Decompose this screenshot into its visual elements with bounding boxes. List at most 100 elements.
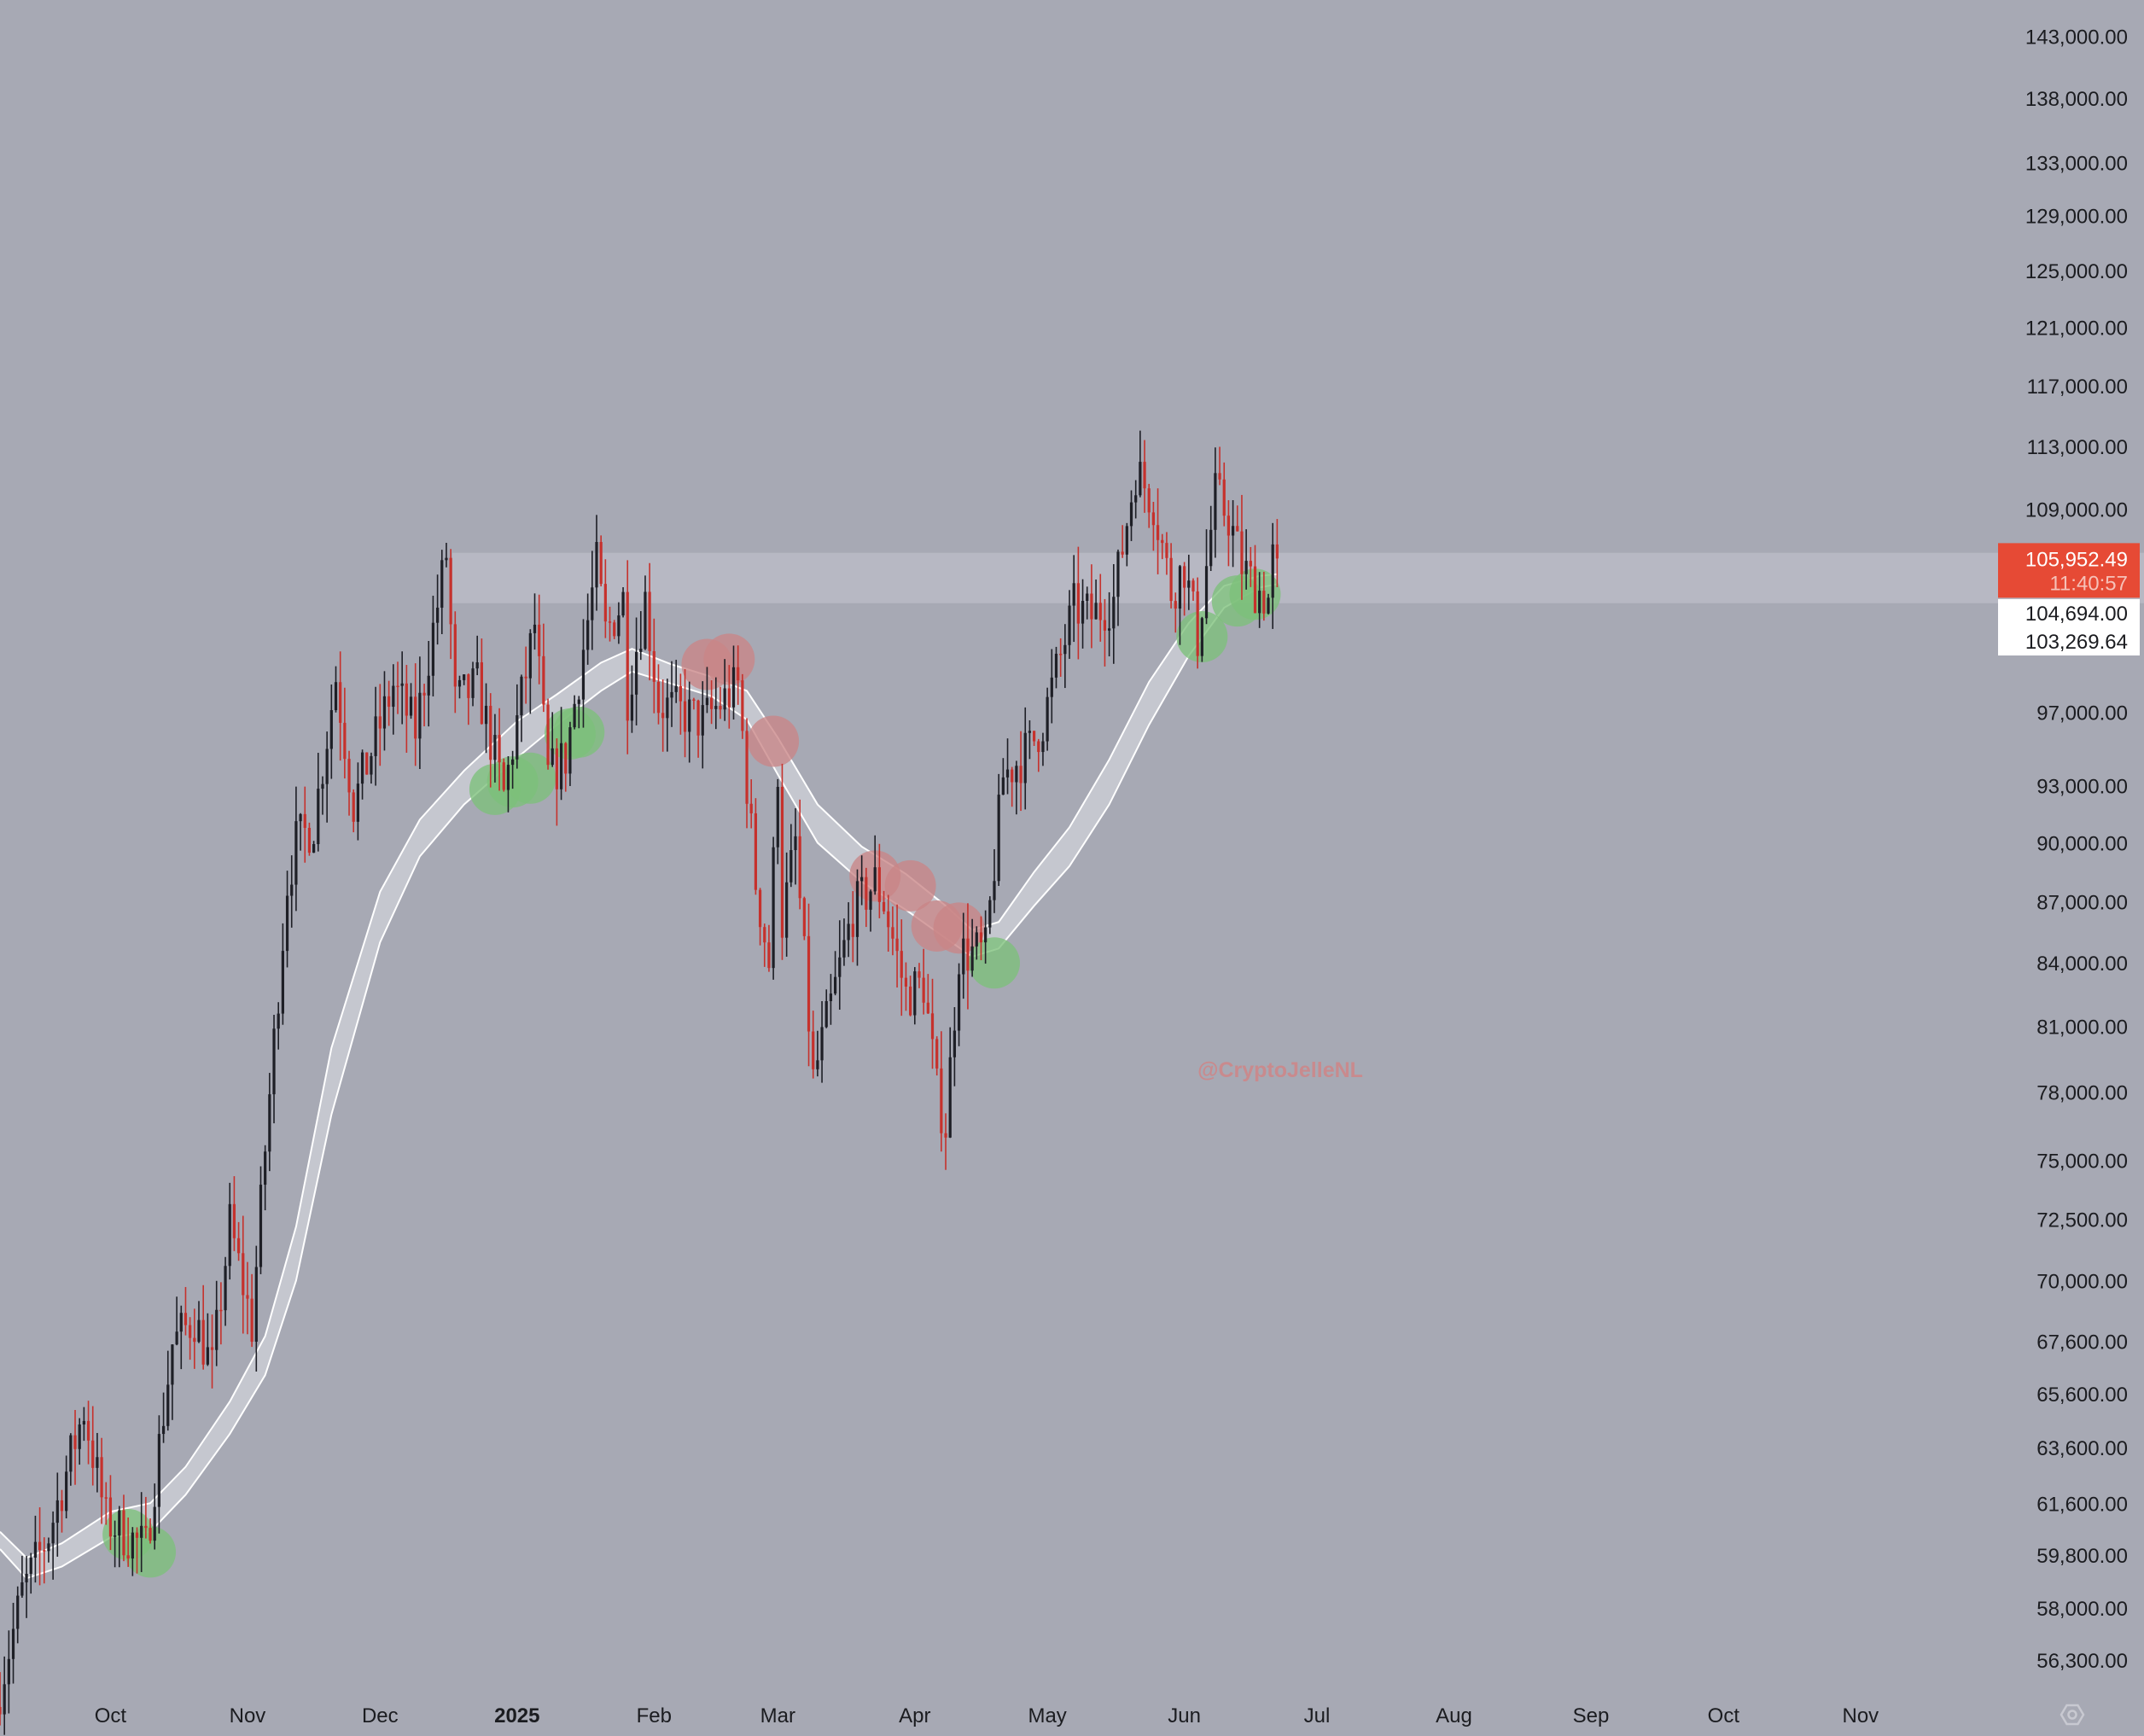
candle-body: [1005, 769, 1010, 778]
candle: [997, 773, 1000, 887]
candle: [409, 683, 413, 719]
candle-body: [82, 1420, 85, 1425]
candle-body: [648, 591, 651, 651]
candle: [114, 1520, 117, 1568]
candle: [1108, 591, 1111, 657]
candle-body: [1037, 741, 1040, 753]
candle: [1005, 738, 1010, 795]
candle: [440, 550, 444, 635]
candle-body: [91, 1440, 95, 1468]
candle-body: [206, 1347, 209, 1365]
candle-body: [595, 542, 598, 588]
candle: [405, 665, 408, 753]
candle: [1191, 578, 1195, 601]
candle-body: [86, 1420, 90, 1441]
candle-body: [144, 1525, 148, 1529]
candle-body: [96, 1457, 99, 1468]
resistance-touch-marker: [748, 715, 800, 767]
candle: [710, 680, 714, 725]
candle-body: [1271, 544, 1274, 598]
candle-body: [347, 759, 351, 793]
candle: [820, 1000, 824, 1083]
candle: [1090, 564, 1093, 649]
candle: [1271, 522, 1274, 629]
candle: [516, 684, 519, 769]
candle-body: [573, 703, 576, 728]
candle-body: [259, 1185, 263, 1267]
candle-body: [1249, 561, 1252, 567]
candle-body: [1147, 488, 1151, 513]
candle-body: [807, 935, 811, 1032]
candle-body: [392, 685, 395, 708]
candle-body: [1244, 561, 1248, 574]
candle: [1072, 555, 1075, 643]
y-axis-tick-label: 117,000.00: [2027, 376, 2128, 399]
candle-body: [484, 705, 488, 725]
candle: [988, 896, 992, 935]
candle: [1001, 758, 1005, 795]
candle-body: [1125, 526, 1128, 555]
y-axis-tick-label: 97,000.00: [2036, 702, 2128, 725]
candle-body: [737, 667, 740, 681]
candle: [1121, 525, 1124, 558]
candle-body: [1098, 603, 1102, 620]
candle-body: [1258, 591, 1261, 614]
candle: [259, 1166, 263, 1274]
candle: [1196, 577, 1199, 669]
candle: [1054, 646, 1058, 689]
candle-body: [1028, 731, 1032, 733]
x-axis-tick-label: Nov: [1843, 1704, 1879, 1727]
candle-body: [431, 622, 435, 676]
candle-body: [710, 697, 714, 709]
candle-body: [475, 662, 479, 669]
candle-body: [329, 710, 333, 749]
candle: [131, 1527, 134, 1576]
candle: [877, 843, 881, 918]
candle: [940, 1031, 943, 1152]
candle-body: [1214, 473, 1217, 530]
candle: [489, 693, 492, 788]
candle-body: [842, 940, 846, 958]
candle-body: [210, 1347, 214, 1350]
y-axis-tick-label: 67,600.00: [2036, 1331, 2128, 1354]
y-axis-tick-label: 125,000.00: [2025, 260, 2128, 283]
candle: [644, 575, 647, 650]
candle-body: [1200, 618, 1203, 656]
candle-body: [506, 765, 510, 790]
candle-body: [1183, 566, 1186, 588]
candle-body: [197, 1319, 201, 1343]
gear-icon[interactable]: [2060, 1704, 2085, 1726]
candle: [467, 673, 470, 725]
candle-body: [250, 1298, 253, 1343]
candle: [285, 871, 289, 968]
candle-body: [913, 971, 917, 1016]
candle: [984, 910, 988, 964]
y-axis-tick-label: 129,000.00: [2025, 206, 2128, 229]
candle: [581, 619, 586, 728]
candle-body: [179, 1313, 183, 1332]
candle-body: [723, 688, 726, 710]
price-level-badge-bg: [1998, 599, 2140, 627]
candle-body: [538, 624, 541, 656]
candle: [551, 712, 554, 767]
x-axis-tick-label: May: [1028, 1704, 1066, 1727]
candle: [126, 1518, 130, 1567]
candle: [1253, 545, 1257, 614]
candle: [1103, 598, 1107, 667]
candle-body: [581, 650, 586, 700]
y-axis-tick-label: 87,000.00: [2036, 892, 2128, 915]
candle: [838, 920, 842, 1011]
candle-body: [719, 706, 722, 710]
candle-body: [812, 1031, 815, 1069]
candle-body: [820, 1027, 824, 1061]
candle: [1068, 590, 1071, 659]
candle-body: [38, 1541, 42, 1551]
candle: [719, 686, 722, 719]
candle-body: [882, 901, 886, 912]
candle-body: [33, 1541, 38, 1558]
candle-body: [157, 1434, 161, 1507]
candle: [1156, 488, 1160, 574]
